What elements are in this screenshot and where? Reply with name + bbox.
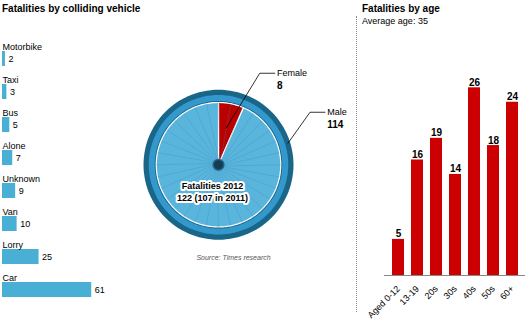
svg-text:24: 24 [507, 91, 519, 102]
svg-text:5: 5 [396, 228, 402, 239]
svg-text:5: 5 [13, 120, 18, 130]
svg-text:2: 2 [8, 54, 13, 64]
svg-text:7: 7 [16, 153, 21, 163]
svg-text:Lorry: Lorry [3, 240, 24, 250]
svg-text:Car: Car [3, 273, 18, 283]
svg-text:13-19: 13-19 [398, 284, 421, 307]
svg-text:Fatalities 2012122 (107 in 201: Fatalities 2012122 (107 in 2011) [177, 181, 248, 203]
svg-text:61: 61 [95, 285, 105, 295]
svg-text:114: 114 [327, 119, 344, 130]
svg-text:25: 25 [42, 252, 52, 262]
svg-text:Female: Female [277, 68, 307, 78]
svg-text:Unknown: Unknown [3, 174, 41, 184]
svg-text:40s: 40s [461, 283, 479, 301]
svg-text:30s: 30s [442, 283, 460, 301]
svg-text:Alone: Alone [3, 141, 26, 151]
html-text:Fatalities by age: Fatalities by age [362, 3, 440, 14]
svg-text:Source: Times research: Source: Times research [196, 254, 270, 261]
svg-text:3: 3 [10, 87, 15, 97]
svg-text:Van: Van [3, 207, 18, 217]
svg-text:Bus: Bus [3, 108, 19, 118]
svg-text:14: 14 [450, 163, 462, 174]
html-text:Fatalities by colliding vehicl: Fatalities by colliding vehicle [2, 3, 141, 14]
svg-text:16: 16 [412, 149, 424, 160]
svg-text:Taxi: Taxi [3, 75, 19, 85]
svg-text:8: 8 [277, 80, 283, 91]
svg-text:19: 19 [431, 127, 443, 138]
svg-text:Male: Male [327, 107, 347, 117]
svg-text:60+: 60+ [498, 284, 516, 302]
svg-text:Motorbike: Motorbike [3, 42, 43, 52]
svg-text:20s: 20s [423, 283, 441, 301]
svg-text:26: 26 [469, 77, 481, 88]
svg-text:10: 10 [20, 219, 30, 229]
svg-text:50s: 50s [480, 283, 498, 301]
html-text:Average age: 35: Average age: 35 [362, 16, 428, 26]
svg-text:18: 18 [488, 135, 500, 146]
svg-text:9: 9 [19, 186, 24, 196]
svg-text:Aged 0-12: Aged 0-12 [366, 284, 402, 320]
